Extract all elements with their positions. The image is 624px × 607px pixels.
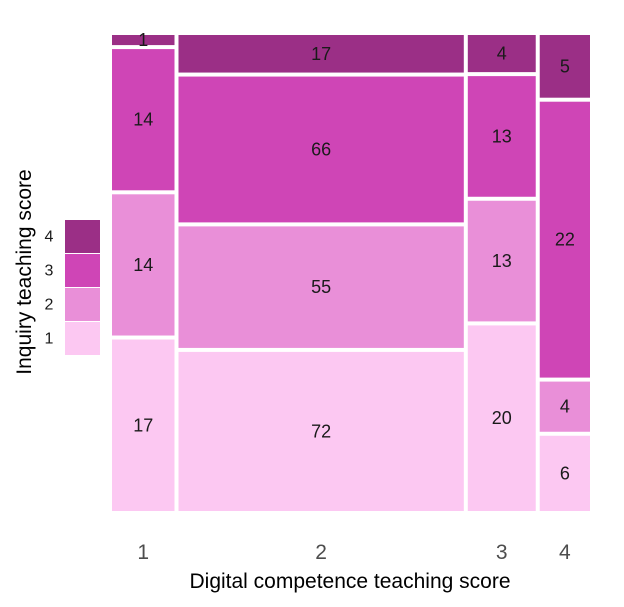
mosaic-cell-x3-y1: [467, 325, 536, 511]
mosaic-cell-x2-y3: [178, 76, 464, 223]
cell-value-label: 22: [555, 230, 575, 250]
cell-value-label: 66: [311, 139, 331, 159]
cell-value-label: 17: [311, 44, 331, 64]
legend-label: 3: [45, 263, 54, 280]
legend-swatch: [65, 322, 100, 355]
legend-label: 4: [45, 229, 54, 246]
x-tick-label: 1: [137, 541, 149, 564]
x-axis-title: Digital competence teaching score: [189, 570, 510, 593]
mosaic-cell-x4-y1: [539, 435, 590, 511]
legend-label: 1: [45, 331, 54, 348]
legend: 4 3 2 1: [45, 220, 100, 355]
mosaic-cell-x1-y3: [112, 49, 175, 191]
mosaic-cell-x4-y2: [539, 381, 590, 432]
mosaic-cells: 17 14 14 1 72 55 66 17 20 13 13 4 6 4 22 5: [112, 30, 590, 511]
x-tick-labels: 1 2 3 4: [137, 541, 571, 564]
cell-value-label: 5: [560, 56, 570, 76]
cell-value-label: 17: [133, 415, 153, 435]
mosaic-cell-x2-y1: [178, 351, 464, 511]
cell-value-label: 20: [492, 408, 512, 428]
legend-swatch: [65, 254, 100, 287]
cell-value-label: 4: [497, 44, 507, 64]
mosaic-cell-x2-y2: [178, 226, 464, 348]
x-tick-label: 3: [496, 541, 508, 564]
cell-value-label: 55: [311, 277, 331, 297]
cell-value-label: 14: [133, 255, 153, 275]
mosaic-cell-x3-y2: [467, 200, 536, 322]
mosaic-cell-x1-y1: [112, 339, 175, 511]
x-tick-label: 2: [315, 541, 327, 564]
legend-label: 2: [45, 297, 54, 314]
cell-value-label: 14: [133, 110, 153, 130]
mosaic-cell-x1-y4: [112, 35, 175, 46]
mosaic-cell-x4-y3: [539, 101, 590, 378]
cell-value-label: 4: [560, 397, 570, 417]
cell-value-label: 13: [492, 126, 512, 146]
mosaic-cell-x2-y4: [178, 35, 464, 73]
cell-value-label: 1: [138, 30, 148, 50]
mosaic-cell-x4-y4: [539, 35, 590, 98]
cell-value-label: 13: [492, 251, 512, 271]
legend-swatch: [65, 288, 100, 321]
cell-value-label: 72: [311, 421, 331, 441]
mosaic-cell-x3-y3: [467, 76, 536, 197]
x-tick-label: 4: [559, 541, 571, 564]
mosaic-cell-x1-y2: [112, 194, 175, 336]
legend-swatch: [65, 220, 100, 253]
cell-value-label: 6: [560, 463, 570, 483]
y-axis-title: Inquiry teaching score: [13, 169, 36, 374]
mosaic-cell-x3-y4: [467, 35, 536, 73]
